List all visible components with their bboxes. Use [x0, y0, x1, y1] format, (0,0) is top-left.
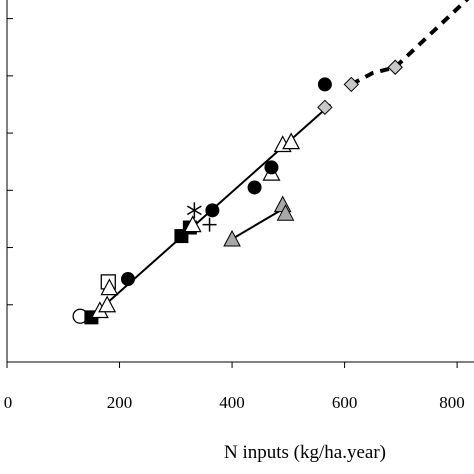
gray-diamond-marker — [343, 76, 360, 93]
solid-trend-line — [231, 206, 287, 240]
gray-diamond-marker — [387, 59, 403, 75]
x-tick-label: 800 — [439, 393, 465, 412]
filled-circle-marker — [264, 160, 279, 175]
tick-labels: 0 200 400 600 800 — [4, 393, 465, 412]
open-triangle-marker — [183, 215, 202, 233]
open-triangle-marker — [282, 132, 301, 150]
x-tick-label: 200 — [107, 393, 133, 412]
filled-circle-marker — [205, 203, 220, 218]
gray-triangle-marker — [276, 204, 295, 221]
filled-circle-marker — [120, 272, 135, 287]
x-tick-label: 400 — [219, 393, 245, 412]
fit-lines — [85, 0, 470, 323]
open-triangle-marker — [98, 295, 117, 313]
gray-triangle-marker — [223, 229, 241, 247]
dashed-trend-line — [350, 0, 470, 87]
open-triangle-marker — [100, 278, 119, 296]
filled-circle-marker — [317, 77, 332, 92]
data-markers — [72, 59, 403, 325]
gray-diamond-marker — [317, 99, 333, 116]
x-tick-label: 600 — [332, 393, 358, 412]
plus-marker — [202, 217, 217, 232]
x-axis-title: N inputs (kg/ha.year) — [224, 442, 386, 463]
filled-circle-marker — [247, 180, 262, 195]
axes — [6, 0, 474, 368]
star-stroke — [186, 205, 202, 216]
star-marker — [186, 202, 202, 219]
x-tick-label: 0 — [4, 393, 13, 412]
